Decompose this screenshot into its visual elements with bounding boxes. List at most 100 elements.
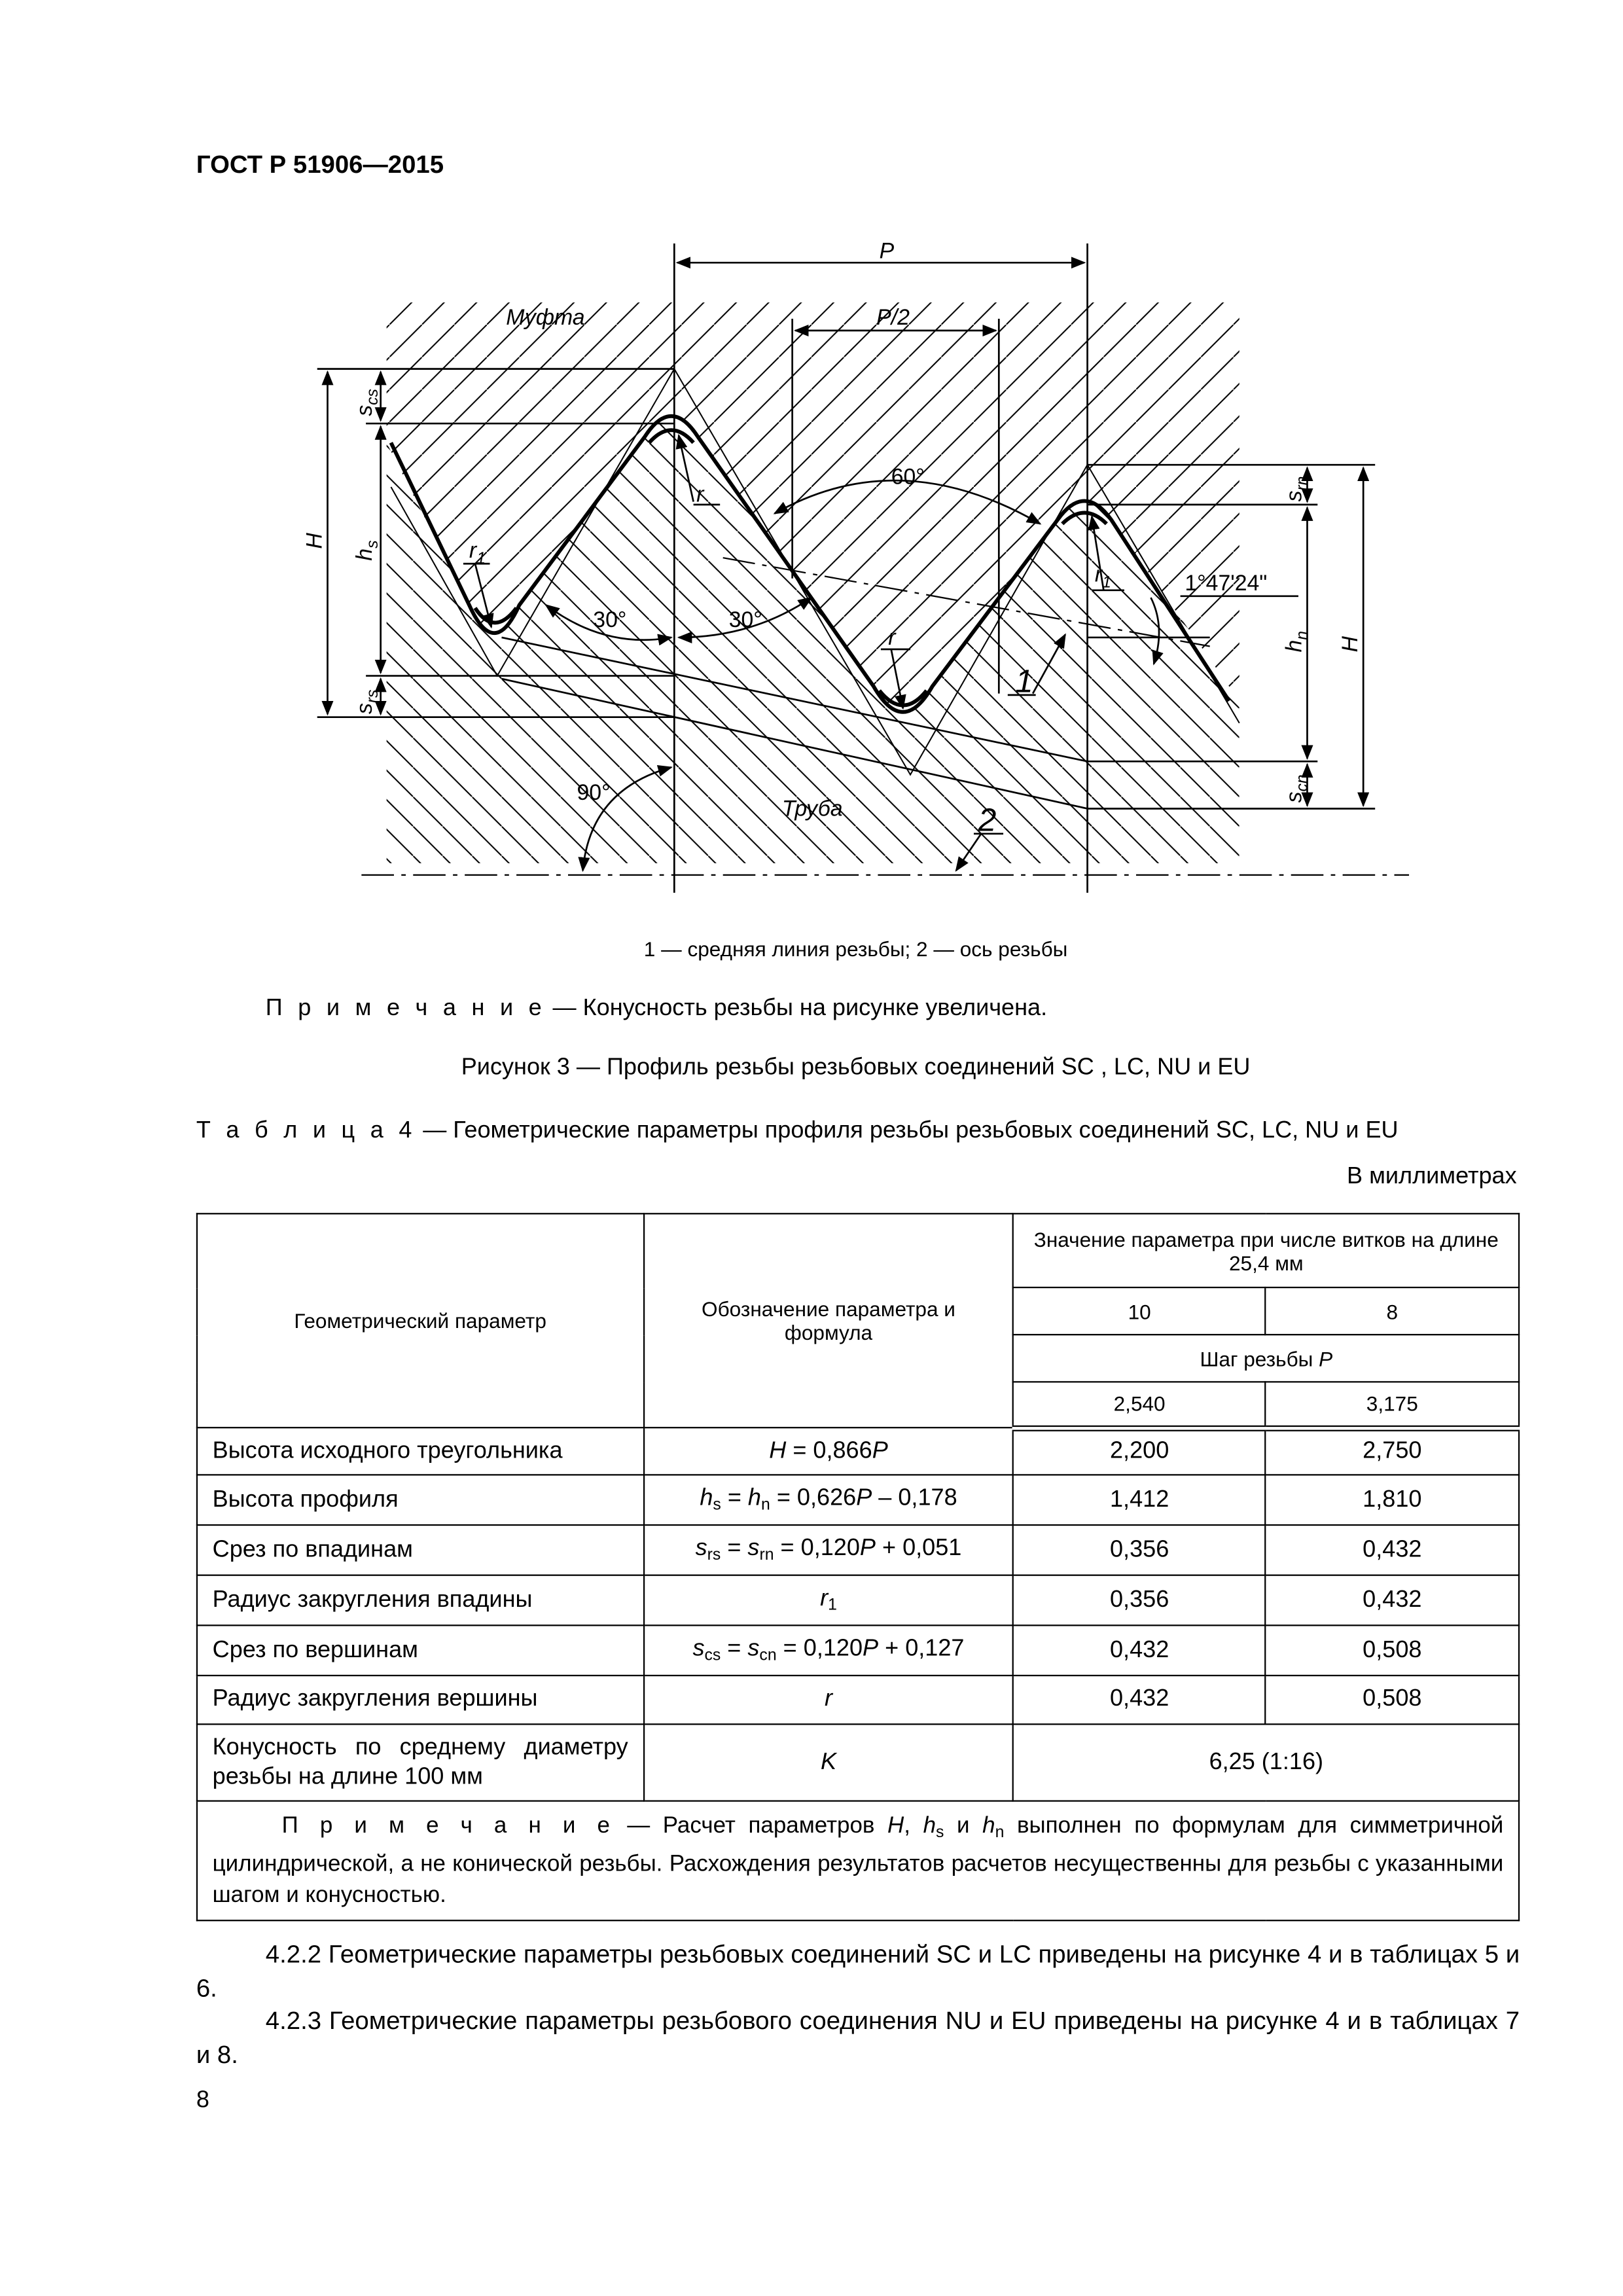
formula-segment: s xyxy=(695,1535,707,1562)
cell-value-8: 0,508 xyxy=(1264,1624,1520,1677)
formula-segment: rs xyxy=(707,1546,721,1564)
label-taper-angle: 1°47'24" xyxy=(1185,571,1267,596)
formula-segment: H xyxy=(887,1813,904,1839)
label-half-pitch: P/2 xyxy=(876,305,910,330)
label-pipe: Труба xyxy=(782,797,843,821)
document-id: ГОСТ Р 51906—2015 xyxy=(196,150,444,179)
callout-2: 2 xyxy=(978,801,997,838)
formula-segment: 1 xyxy=(828,1596,837,1615)
figure-labels: P P/2 Муфта Труба 60° 30° 30° 90° 1°47'2… xyxy=(302,239,1363,838)
formula-segment: n xyxy=(761,1496,770,1515)
formula-segment: rn xyxy=(759,1546,774,1564)
header-value-group: Значение параметра при числе витков на д… xyxy=(1012,1213,1520,1289)
header-pitch-8: 3,175 xyxy=(1264,1381,1520,1431)
cell-formula: srs = srn = 0,120P + 0,051 xyxy=(643,1524,1014,1576)
figure-note: П р и м е ч а н и е — Конусность резьбы … xyxy=(266,996,1047,1023)
formula-segment: + 0,051 xyxy=(875,1535,962,1562)
label-r1-right: r1 xyxy=(1095,562,1111,591)
label-r1-left: r1 xyxy=(469,538,486,567)
table-row: Высота исходного треугольника H = 0,866P 2… xyxy=(196,1427,1520,1476)
table-note: П р и м е ч а н и е — Расчет параметров … xyxy=(196,1800,1520,1922)
formula-segment: n xyxy=(995,1823,1005,1842)
cell-formula: hs = hn = 0,626P – 0,178 xyxy=(643,1474,1014,1526)
paragraph-4-2-3: 4.2.3 Геометрические параметры резьбовог… xyxy=(196,2007,1520,2069)
page-number: 8 xyxy=(196,2088,209,2113)
header-param: Геометрический параметр xyxy=(196,1213,645,1429)
label-angle-60: 60° xyxy=(891,464,925,489)
formula-segment: r xyxy=(824,1686,832,1712)
cell-value-10: 0,356 xyxy=(1012,1524,1266,1576)
formula-segment: s xyxy=(692,1636,705,1662)
cell-param: Высота профиля xyxy=(196,1474,645,1526)
formula-segment: — Расчет параметров xyxy=(614,1813,888,1839)
callout-1: 1 xyxy=(1015,662,1033,699)
formula-segment: h xyxy=(747,1486,762,1511)
formula-segment: h xyxy=(700,1486,713,1511)
cell-formula: r1 xyxy=(643,1574,1014,1626)
label-r-crest: r xyxy=(696,482,705,507)
table-label: Т а б л и ц а 4 xyxy=(196,1118,417,1144)
label-srn: srn xyxy=(1281,476,1311,502)
table-title: Т а б л и ц а 4 — Геометрические парамет… xyxy=(196,1119,1399,1145)
dimension-lines xyxy=(317,243,1376,893)
formula-segment: P xyxy=(872,1438,888,1463)
formula-segment: cn xyxy=(759,1647,777,1665)
cell-value-10: 2,200 xyxy=(1012,1427,1266,1476)
cell-value-10: 0,432 xyxy=(1012,1624,1266,1677)
formula-segment: = 0,626 xyxy=(770,1486,857,1511)
cell-value-10: 1,412 xyxy=(1012,1474,1266,1526)
label-angle-30-right: 30° xyxy=(729,607,762,632)
table-row: Радиус закругления впадины r1 0,356 0,432 xyxy=(196,1574,1520,1626)
formula-segment: H xyxy=(769,1438,787,1463)
center-lines xyxy=(361,557,1410,876)
label-H-right: H xyxy=(1338,636,1363,652)
formula-segment: s xyxy=(936,1823,944,1842)
parameters-table: Геометрический параметр Обозначение пара… xyxy=(196,1213,1520,1922)
formula-segment: , xyxy=(904,1813,923,1839)
header-formula: Обозначение параметра и формула xyxy=(643,1213,1014,1429)
cell-value-8: 0,432 xyxy=(1264,1574,1520,1626)
cell-value-10: 0,356 xyxy=(1012,1574,1266,1626)
figure-title: Рисунок 3 — Профиль резьбы резьбовых сое… xyxy=(461,1054,1251,1081)
table-title-text: — Геометрические параметры профиля резьб… xyxy=(416,1118,1399,1144)
label-angle-30-left: 30° xyxy=(593,607,626,632)
cell-value-8: 1,810 xyxy=(1264,1474,1520,1526)
pipe-hatching xyxy=(386,416,1240,863)
cell-value-8: 0,432 xyxy=(1264,1524,1520,1576)
cell-formula: K xyxy=(643,1723,1014,1802)
formula-segment: s xyxy=(747,1636,760,1662)
header-turns-8: 8 xyxy=(1264,1286,1520,1336)
label-scs: scs xyxy=(352,389,382,416)
cell-param: Высота исходного треугольника xyxy=(196,1427,645,1476)
paragraph-4-2-2: 4.2.2 Геометрические параметры резьбовых… xyxy=(196,1940,1520,2003)
cell-value: 6,25 (1:16) xyxy=(1012,1723,1520,1802)
cell-param: Радиус закругления впадины xyxy=(196,1574,645,1626)
cell-param: Срез по вершинам xyxy=(196,1624,645,1677)
formula-segment: P xyxy=(856,1486,872,1511)
label-hn: hn xyxy=(1281,631,1311,653)
cell-formula: r xyxy=(643,1674,1014,1725)
cell-value-10: 0,432 xyxy=(1012,1674,1266,1725)
table-row: Срез по впадинам srs = srn = 0,120P + 0,0… xyxy=(196,1524,1520,1576)
note-label: П р и м е ч а н и е xyxy=(265,996,546,1022)
table-units: В миллиметрах xyxy=(1347,1164,1517,1190)
formula-segment: r xyxy=(820,1586,829,1611)
header-pitch-10: 2,540 xyxy=(1012,1381,1266,1431)
label-muff: Муфта xyxy=(506,305,584,330)
formula-segment: P xyxy=(863,1636,879,1662)
label-scn: scn xyxy=(1281,774,1311,802)
header-turns-10: 10 xyxy=(1012,1286,1266,1336)
formula-segment: s xyxy=(747,1535,760,1562)
cell-formula: H = 0,866P xyxy=(643,1427,1014,1476)
formula-segment: = 0,120 xyxy=(776,1636,863,1662)
formula-segment: = xyxy=(721,1636,748,1662)
cell-param: Срез по впадинам xyxy=(196,1524,645,1576)
formula-segment: = xyxy=(721,1535,748,1562)
label-pitch: P xyxy=(880,239,895,264)
cell-param: Конусность по среднему диаметру резьбы н… xyxy=(196,1723,645,1802)
cell-param: Радиус закругления вершины xyxy=(196,1674,645,1725)
formula-segment: = 0,866 xyxy=(786,1438,872,1463)
table-row: Срез по вершинам scs = scn = 0,120P + 0,1… xyxy=(196,1624,1520,1677)
label-angle-90: 90° xyxy=(577,780,611,805)
